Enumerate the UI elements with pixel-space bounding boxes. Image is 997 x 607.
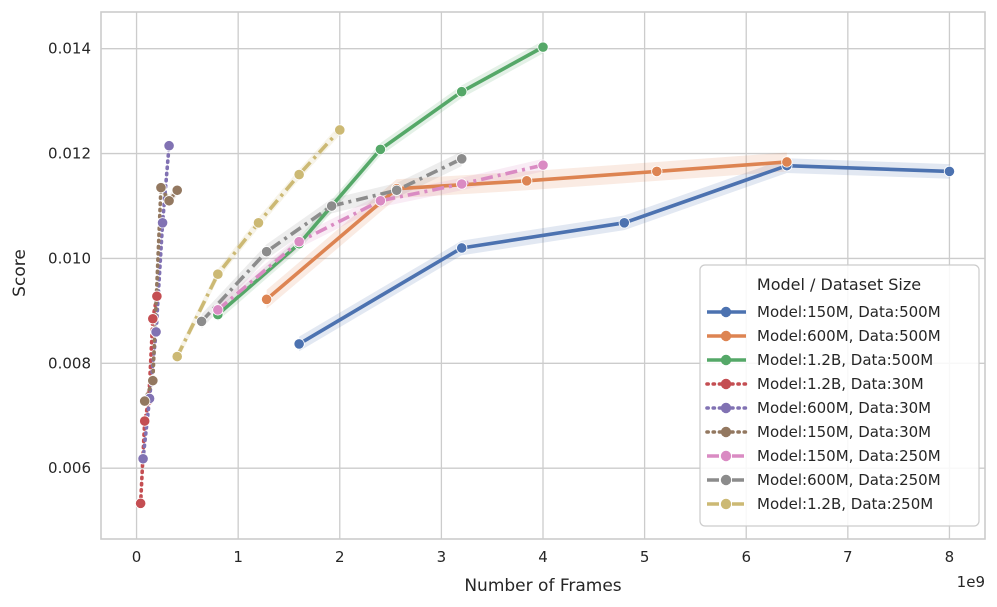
- x-tick-label: 3: [437, 548, 447, 566]
- legend-title: Model / Dataset Size: [757, 275, 921, 294]
- legend: Model / Dataset Size Model:150M, Data:50…: [699, 264, 980, 527]
- data-point: [139, 395, 151, 407]
- legend-label: Model:150M, Data:500M: [757, 303, 941, 321]
- data-point: [147, 375, 159, 387]
- legend-marker: [720, 402, 732, 414]
- data-point: [651, 165, 663, 178]
- x-tick-label: 1: [233, 548, 243, 566]
- legend-box: [699, 264, 980, 527]
- data-point: [456, 242, 468, 254]
- data-point: [171, 184, 183, 196]
- plot-frame: [100, 11, 986, 540]
- data-point: [212, 268, 224, 280]
- data-point: [326, 200, 338, 212]
- x-axis-label: Number of Frames: [464, 576, 621, 596]
- data-point: [537, 41, 549, 53]
- y-tick-label: 0.014: [48, 40, 91, 58]
- series-band: [217, 158, 543, 317]
- legend-label: Model:600M, Data:30M: [757, 399, 931, 417]
- x-tick-label: 7: [843, 548, 853, 566]
- y-tick-label: 0.006: [48, 459, 91, 477]
- data-point: [293, 338, 305, 350]
- data-point: [781, 156, 793, 168]
- y-axis-ticks: 0.006 0.008 0.010 0.012 0.014: [48, 40, 91, 478]
- legend-label: Model:150M, Data:30M: [757, 423, 931, 441]
- data-point: [261, 293, 273, 305]
- series-line: [216, 163, 544, 312]
- data-point: [212, 304, 224, 316]
- data-point: [147, 313, 159, 325]
- legend-marker: [720, 378, 732, 390]
- legend-marker: [720, 474, 732, 486]
- series-line: [141, 143, 171, 461]
- data-point: [139, 415, 151, 427]
- data-point: [456, 178, 468, 190]
- legend-label: Model:150M, Data:250M: [757, 447, 941, 465]
- y-tick-label: 0.012: [48, 145, 91, 163]
- legend-marker: [720, 498, 732, 510]
- data-point: [163, 140, 175, 152]
- data-point: [334, 124, 346, 136]
- x-axis-offset-text: 1e9: [957, 573, 985, 591]
- data-point: [456, 86, 468, 98]
- data-point: [456, 153, 468, 165]
- legend-marker: [720, 426, 732, 438]
- data-point: [151, 290, 163, 302]
- legend-marker: [720, 354, 732, 366]
- x-axis-ticks: 0 1 2 3 4 5 6 7 8: [132, 548, 954, 566]
- data-point: [156, 217, 169, 229]
- x-tick-label: 0: [132, 548, 142, 566]
- x-tick-label: 5: [640, 548, 650, 566]
- data-point: [374, 143, 387, 155]
- y-tick-label: 0.010: [48, 249, 91, 267]
- data-point: [137, 453, 149, 465]
- data-point: [155, 182, 167, 194]
- data-point: [195, 315, 208, 327]
- data-point: [171, 350, 183, 363]
- data-point: [391, 184, 403, 196]
- data-point: [943, 165, 956, 178]
- x-tick-label: 4: [538, 548, 548, 566]
- legend-label: Model:1.2B, Data:500M: [757, 351, 933, 369]
- y-tick-label: 0.008: [48, 354, 91, 372]
- data-point: [537, 159, 549, 171]
- legend-label: Model:1.2B, Data:250M: [757, 495, 933, 513]
- data-point: [261, 246, 273, 258]
- series-points: [135, 41, 956, 509]
- data-point: [293, 236, 305, 248]
- legend-marker: [720, 330, 732, 342]
- x-tick-label: 2: [335, 548, 345, 566]
- x-tick-label: 8: [945, 548, 955, 566]
- legend-label: Model:1.2B, Data:30M: [757, 375, 924, 393]
- legend-label: Model:600M, Data:250M: [757, 471, 941, 489]
- data-point: [163, 195, 175, 207]
- data-point: [293, 168, 305, 181]
- data-point: [374, 195, 387, 207]
- legend-marker: [720, 450, 732, 462]
- series-band: [217, 40, 543, 321]
- data-point: [618, 217, 630, 229]
- legend-marker: [720, 306, 732, 318]
- x-tick-label: 6: [741, 548, 751, 566]
- y-axis-label: Score: [10, 249, 30, 297]
- data-point: [252, 217, 265, 229]
- data-point: [521, 175, 533, 187]
- legend-label: Model:600M, Data:500M: [757, 327, 941, 345]
- data-point: [150, 326, 162, 338]
- data-point: [135, 497, 147, 509]
